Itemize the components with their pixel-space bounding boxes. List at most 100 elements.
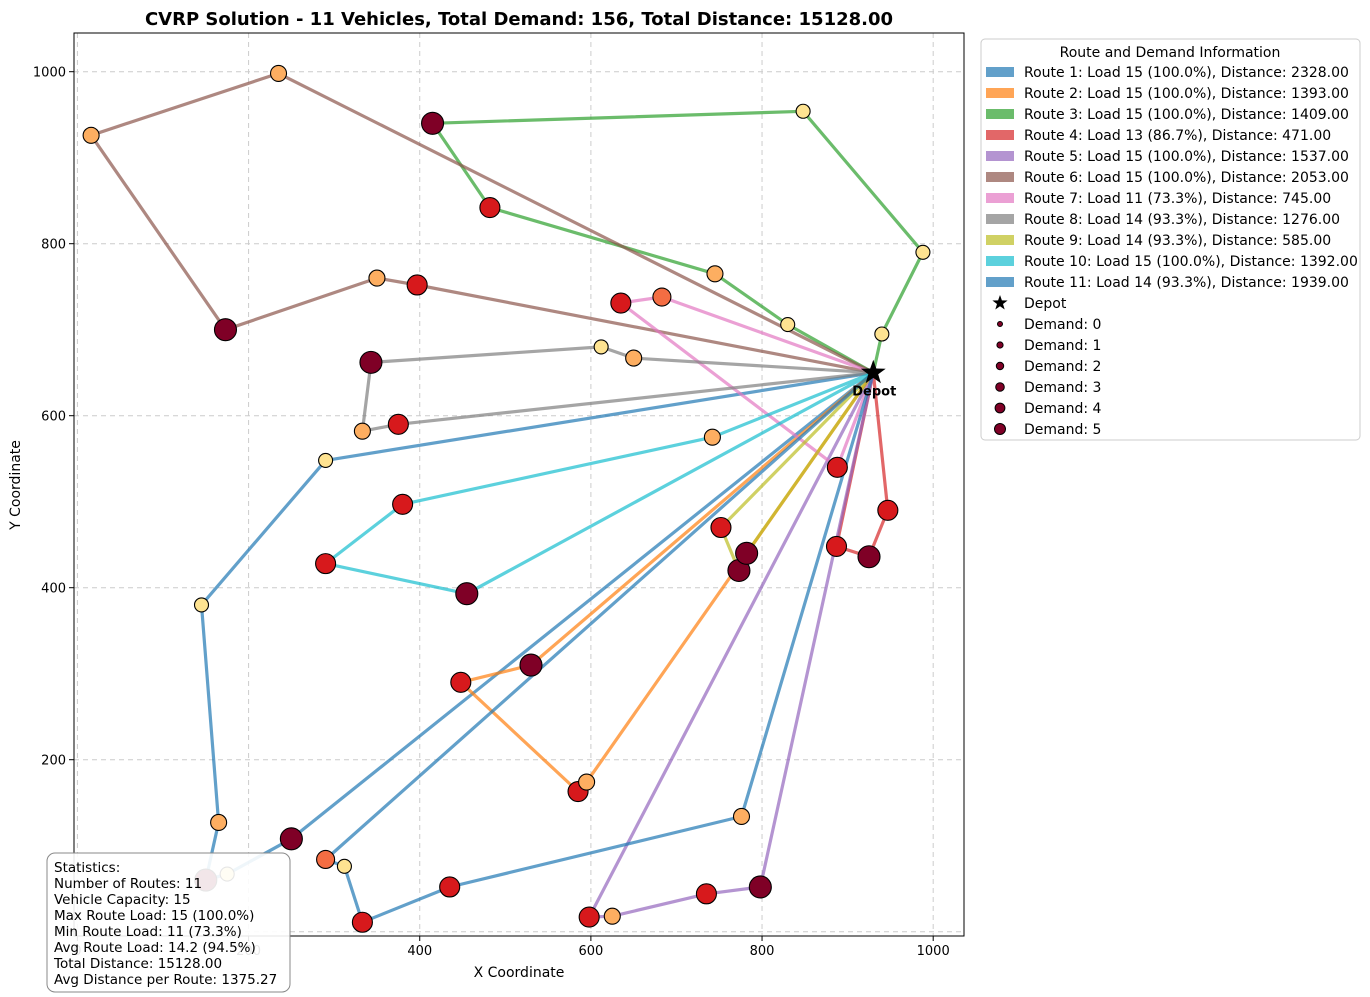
statistics-line: Vehicle Capacity: 15 <box>54 892 191 908</box>
customer-point <box>519 653 543 677</box>
customer-point <box>578 773 596 791</box>
customer-point <box>877 499 899 521</box>
customer-point <box>695 883 717 905</box>
legend-swatch-route-9 <box>986 235 1014 245</box>
statistics-line: Avg Distance per Route: 1375.27 <box>54 972 277 988</box>
customer-point <box>748 875 772 899</box>
customer-point <box>780 316 796 333</box>
customer-point <box>857 545 881 569</box>
customer-point <box>450 671 472 693</box>
legend: Route and Demand Information Route 1: Lo… <box>980 38 1361 441</box>
statistics-line: Avg Route Load: 14.2 (94.5%) <box>54 940 256 956</box>
customer-points-layer <box>82 64 931 933</box>
legend-label-route-6: Route 6: Load 15 (100.0%), Distance: 205… <box>1024 170 1349 186</box>
legend-label-route-11: Route 11: Load 14 (93.3%), Distance: 193… <box>1024 275 1349 291</box>
legend-label-route-2: Route 2: Load 15 (100.0%), Distance: 139… <box>1024 86 1349 102</box>
customer-point <box>316 849 336 870</box>
route-line-1 <box>199 371 875 882</box>
statistics-line: Min Route Load: 11 (73.3%) <box>54 924 242 940</box>
chart-title: CVRP Solution - 11 Vehicles, Total Deman… <box>145 9 893 30</box>
legend-swatch-route-7 <box>986 193 1014 203</box>
y-tick-label: 800 <box>41 238 66 253</box>
customer-point <box>336 858 352 874</box>
legend-demand-marker <box>994 423 1006 435</box>
customer-point <box>732 807 751 826</box>
legend-label-route-7: Route 7: Load 11 (73.3%), Distance: 745.… <box>1024 191 1331 207</box>
customer-point <box>706 265 724 283</box>
customer-point <box>439 876 461 898</box>
legend-label-demand: Demand: 5 <box>1024 422 1101 438</box>
customer-point <box>353 422 371 440</box>
legend-title: Route and Demand Information <box>1060 45 1281 61</box>
customer-point <box>210 813 228 832</box>
customer-point <box>652 287 672 307</box>
legend-swatch-route-10 <box>986 256 1014 266</box>
legend-label-route-1: Route 1: Load 15 (100.0%), Distance: 232… <box>1024 65 1349 81</box>
customer-point <box>279 827 303 851</box>
statistics-line: Number of Routes: 11 <box>54 876 202 892</box>
customer-point <box>406 274 428 296</box>
legend-swatch-route-11 <box>986 277 1014 287</box>
legend-label-route-4: Route 4: Load 13 (86.7%), Distance: 471.… <box>1024 128 1331 144</box>
customer-point <box>479 197 501 219</box>
customer-point <box>455 582 479 606</box>
y-tick-label: 400 <box>41 582 66 597</box>
legend-demand-marker <box>995 361 1005 371</box>
customer-point <box>82 126 100 144</box>
legend-demand-marker <box>997 321 1003 327</box>
x-tick-label: 1000 <box>917 944 950 959</box>
y-tick-label: 200 <box>41 754 66 769</box>
legend-label-depot: Depot <box>1024 296 1067 312</box>
customer-point <box>603 907 621 925</box>
legend-swatch-route-8 <box>986 214 1014 224</box>
statistics-line: Max Route Load: 15 (100.0%) <box>54 908 254 924</box>
legend-swatch-route-6 <box>986 172 1014 182</box>
depot-star-icon <box>860 359 886 384</box>
customer-point <box>351 911 373 933</box>
legend-depot-star-icon <box>992 295 1008 310</box>
customer-point <box>213 318 238 342</box>
depot-label: Depot <box>852 385 896 400</box>
route-line-5 <box>587 371 875 919</box>
customer-point <box>915 244 931 260</box>
statistics-line: Statistics: <box>54 860 120 876</box>
customer-point <box>359 350 383 374</box>
customer-point <box>735 541 759 565</box>
plot-frame <box>73 32 965 937</box>
x-tick-label: 800 <box>750 944 775 959</box>
customer-point <box>193 597 210 613</box>
customer-point <box>610 292 632 314</box>
route-line-2 <box>459 371 875 794</box>
customer-point <box>315 553 337 575</box>
legend-label-route-10: Route 10: Load 15 (100.0%), Distance: 13… <box>1024 254 1358 270</box>
legend-box <box>980 38 1361 441</box>
legend-label-route-8: Route 8: Load 14 (93.3%), Distance: 1276… <box>1024 212 1340 228</box>
customer-point <box>625 349 643 367</box>
legend-swatch-route-5 <box>986 151 1014 161</box>
customer-point <box>318 452 334 468</box>
legend-label-route-5: Route 5: Load 15 (100.0%), Distance: 153… <box>1024 149 1349 165</box>
legend-label-demand: Demand: 2 <box>1024 359 1101 375</box>
depot-layer: Depot <box>852 359 896 400</box>
legend-label-route-3: Route 3: Load 15 (100.0%), Distance: 140… <box>1024 107 1349 123</box>
legend-swatch-route-3 <box>986 109 1014 119</box>
y-axis-label: Y Coordinate <box>8 440 24 531</box>
legend-label-route-9: Route 9: Load 14 (93.3%), Distance: 585.… <box>1024 233 1331 249</box>
customer-point <box>874 326 890 342</box>
legend-demand-marker <box>994 402 1006 414</box>
customer-point <box>825 535 848 557</box>
legend-swatch-route-4 <box>986 130 1014 140</box>
customer-point <box>703 428 721 446</box>
legend-swatch-route-2 <box>986 88 1014 98</box>
customer-point <box>578 906 600 928</box>
x-tick-label: 600 <box>578 944 603 959</box>
legend-label-demand: Demand: 0 <box>1024 317 1101 333</box>
x-axis-label: X Coordinate <box>474 965 565 981</box>
customer-point <box>368 269 386 287</box>
x-tick-label: 400 <box>407 944 432 959</box>
customer-point <box>387 413 409 435</box>
customer-point <box>795 103 811 119</box>
customer-point <box>593 339 609 355</box>
customer-point <box>710 516 732 539</box>
